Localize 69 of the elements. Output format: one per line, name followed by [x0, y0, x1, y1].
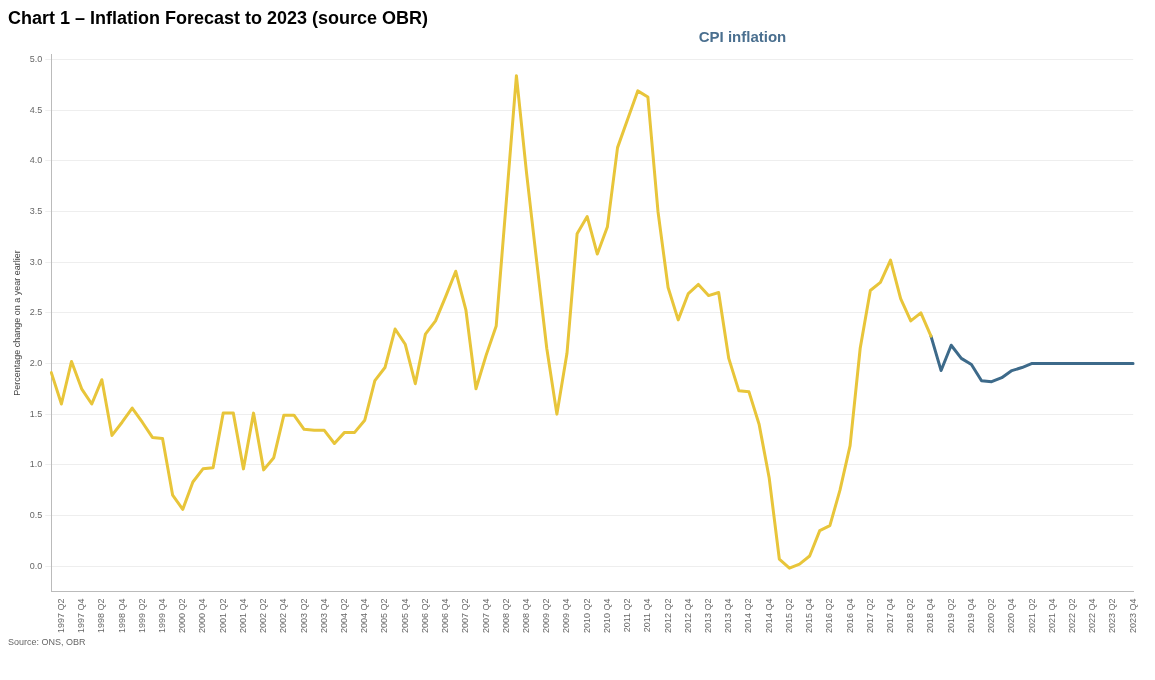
x-tick-label: 2013 Q4 — [723, 598, 734, 633]
y-tick-label: 5.0 — [29, 53, 43, 64]
x-tick-label: 2001 Q4 — [237, 598, 248, 633]
x-tick-label: 2022 Q4 — [1087, 598, 1098, 633]
x-tick-label: 2018 Q4 — [925, 598, 936, 633]
x-tick-label: 2008 Q2 — [500, 598, 511, 633]
x-tick-label: 2009 Q2 — [541, 598, 552, 633]
x-tick-label: 2018 Q2 — [905, 598, 916, 633]
x-tick-label: 2020 Q2 — [986, 598, 997, 633]
x-tick-label: 2003 Q4 — [318, 598, 329, 633]
x-tick-label: 2002 Q4 — [278, 598, 289, 633]
x-tick-label: 1998 Q4 — [116, 598, 127, 633]
y-tick-label: 2.0 — [29, 357, 43, 368]
x-tick-label: 2004 Q2 — [339, 598, 350, 633]
x-tick-label: 2005 Q2 — [379, 598, 390, 633]
y-tick-label: 1.5 — [29, 408, 43, 419]
x-tick-label: 1999 Q2 — [136, 598, 147, 633]
x-tick-label: 2000 Q4 — [197, 598, 208, 633]
x-tick-label: 2023 Q4 — [1127, 598, 1138, 633]
x-tick-label: 2012 Q2 — [662, 598, 673, 633]
x-tick-label: 2004 Q4 — [359, 598, 370, 633]
x-tick-label: 2002 Q2 — [258, 598, 269, 633]
x-tick-label: 2016 Q2 — [824, 598, 835, 633]
x-tick-label: 2006 Q2 — [419, 598, 430, 633]
y-tick-label: 4.0 — [29, 155, 43, 166]
x-tick-label: 2020 Q4 — [1006, 598, 1017, 633]
x-tick-label: 1998 Q2 — [96, 598, 107, 633]
x-tick-label: 2017 Q4 — [885, 598, 896, 633]
y-tick-label: 1.0 — [29, 459, 43, 470]
y-tick-label: 4.5 — [29, 104, 43, 115]
x-tick-label: 2016 Q4 — [844, 598, 855, 633]
x-tick-label: 2017 Q2 — [864, 598, 875, 633]
x-tick-label: 2021 Q2 — [1026, 598, 1037, 633]
x-tick-label: 2005 Q4 — [399, 598, 410, 633]
x-tick-label: 2012 Q4 — [682, 598, 693, 633]
y-tick-label: 3.0 — [29, 256, 43, 267]
x-tick-label: 2007 Q2 — [460, 598, 471, 633]
x-tick-label: 2009 Q4 — [561, 598, 572, 633]
y-tick-label: 0.5 — [29, 509, 43, 520]
y-tick-label: 2.5 — [29, 307, 43, 318]
x-tick-label: 2013 Q2 — [703, 598, 714, 633]
x-tick-label: 1997 Q2 — [55, 598, 66, 633]
x-tick-label: 2008 Q4 — [521, 598, 532, 633]
x-tick-label: 2001 Q2 — [217, 598, 228, 633]
x-tick-label: 2019 Q4 — [965, 598, 976, 633]
x-tick-label: 2019 Q2 — [945, 598, 956, 633]
x-tick-label: 2014 Q2 — [743, 598, 754, 633]
chart-title: Chart 1 – Inflation Forecast to 2023 (source OBR) — [8, 8, 430, 28]
chart-subtitle: CPI inflation — [697, 28, 788, 46]
x-tick-label: 2003 Q2 — [298, 598, 309, 633]
x-tick-label: 1997 Q4 — [76, 598, 87, 633]
y-tick-label: 3.5 — [29, 205, 43, 216]
x-tick-label: 2022 Q2 — [1067, 598, 1078, 633]
x-tick-label: 2010 Q2 — [581, 598, 592, 633]
x-tick-label: 2007 Q4 — [480, 598, 491, 633]
x-tick-label: 2021 Q4 — [1046, 598, 1057, 633]
x-tick-label: 2023 Q2 — [1107, 598, 1118, 633]
y-tick-label: 0.0 — [29, 560, 43, 571]
source-note: Source: ONS, OBR — [8, 636, 87, 648]
x-tick-label: 2015 Q2 — [783, 598, 794, 633]
x-tick-label: 2011 Q2 — [622, 598, 633, 633]
x-tick-label: 2000 Q2 — [177, 598, 188, 633]
x-tick-label: 2014 Q4 — [763, 598, 774, 633]
x-tick-label: 1999 Q4 — [157, 598, 168, 633]
x-tick-label: 2015 Q4 — [804, 598, 815, 633]
x-tick-label: 2011 Q4 — [642, 598, 653, 633]
x-tick-label: 2010 Q4 — [601, 598, 612, 633]
x-tick-label: 2006 Q4 — [440, 598, 451, 633]
y-axis-title: Percentage change on a year earlier — [11, 250, 22, 396]
